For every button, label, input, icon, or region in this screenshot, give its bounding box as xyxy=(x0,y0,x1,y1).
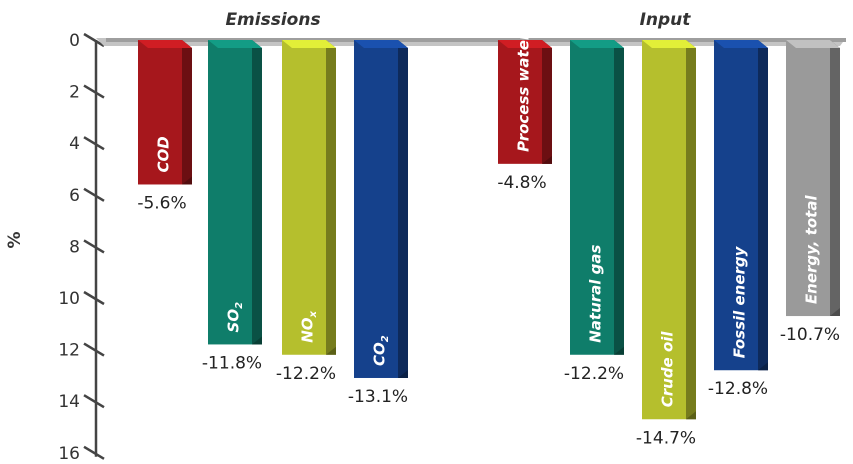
y-tick xyxy=(83,445,105,460)
bar: CO2 -13.1% xyxy=(348,40,408,407)
bar: COD -5.6% xyxy=(137,40,192,213)
bar-side xyxy=(252,40,262,345)
bar-side xyxy=(830,40,840,317)
bar-front xyxy=(786,40,830,317)
value-label: -11.8% xyxy=(202,353,262,373)
bar-side xyxy=(398,40,408,378)
value-label: -10.7% xyxy=(780,325,840,345)
y-tick-label: 10 xyxy=(58,289,80,309)
bar-bottom xyxy=(570,346,624,355)
bar-label: Energy, total xyxy=(803,195,821,305)
bar-side xyxy=(182,40,192,185)
bar: Natural gas -12.2% xyxy=(564,40,624,384)
y-tick-label: 8 xyxy=(69,237,80,257)
y-tick-label: 6 xyxy=(69,186,80,206)
y-tick-label: 16 xyxy=(58,444,80,464)
bar-bottom xyxy=(282,346,336,355)
bar-label: CO2 xyxy=(371,335,392,366)
bar-label-subscript: 2 xyxy=(234,302,245,309)
bar-top xyxy=(498,40,552,48)
bar-front xyxy=(282,40,326,355)
bar-bottom xyxy=(714,362,768,371)
value-label: -12.2% xyxy=(564,364,624,384)
bar-side xyxy=(758,40,768,371)
value-label: -13.1% xyxy=(348,387,408,407)
y-tick xyxy=(83,136,105,151)
bar-top xyxy=(282,40,336,48)
bar-front xyxy=(714,40,758,371)
bar-bottom xyxy=(208,336,262,345)
bar-top xyxy=(714,40,768,48)
value-label: -12.2% xyxy=(276,364,336,384)
value-label: -4.8% xyxy=(497,173,546,193)
group-title: Emissions xyxy=(225,10,320,30)
bar: Process water -4.8% xyxy=(497,31,552,193)
bar-label-subscript: 2 xyxy=(380,335,391,342)
value-label: -14.7% xyxy=(636,428,696,448)
bar-top xyxy=(138,40,192,48)
bar-side xyxy=(614,40,624,355)
bar: Energy, total -10.7% xyxy=(780,40,840,345)
y-tick xyxy=(83,84,105,99)
y-tick-label: 4 xyxy=(69,134,80,154)
bar-top xyxy=(208,40,262,48)
bar: SO2 -11.8% xyxy=(202,40,262,373)
bar: Fossil energy -12.8% xyxy=(708,40,768,399)
bar-bottom xyxy=(498,155,552,164)
bar-front xyxy=(498,40,542,164)
bar-bottom xyxy=(642,411,696,420)
bar-group: Emissions COD -5.6% SO2 -11.8% NOx -12.2% CO2 -1… xyxy=(137,10,408,407)
bar-label: Crude oil xyxy=(659,331,677,408)
value-label: -5.6% xyxy=(137,193,186,213)
y-tick-label: 0 xyxy=(69,31,80,51)
bar-label: SO2 xyxy=(225,302,246,333)
y-tick-label: 14 xyxy=(58,392,80,412)
y-tick xyxy=(83,394,105,409)
bar-top xyxy=(786,40,840,48)
bar-side xyxy=(542,40,552,164)
bar-top xyxy=(354,40,408,48)
y-tick-label: 12 xyxy=(58,341,80,361)
bar-group: Input Process water -4.8% Natural gas -12.2%… xyxy=(497,10,840,448)
bar-front xyxy=(642,40,686,420)
bar-top xyxy=(570,40,624,48)
bar: Crude oil -14.7% xyxy=(636,40,696,448)
bar-front xyxy=(570,40,614,355)
y-tick-label: 2 xyxy=(69,83,80,103)
bar-label: NOx xyxy=(299,310,320,342)
bar-bottom xyxy=(786,308,840,317)
bar-front xyxy=(138,40,182,185)
bar-bottom xyxy=(354,369,408,378)
y-tick xyxy=(83,342,105,357)
bar-bottom xyxy=(138,176,192,185)
bar-label-subscript: x xyxy=(308,310,319,318)
bar-side xyxy=(326,40,336,355)
y-tick xyxy=(83,187,105,202)
y-axis-title: % xyxy=(5,231,25,248)
bar: NOx -12.2% xyxy=(276,40,336,384)
bar-side xyxy=(686,40,696,420)
bar-label: Process water xyxy=(515,31,533,152)
value-label: -12.8% xyxy=(708,379,768,399)
y-tick xyxy=(83,239,105,254)
bar-front xyxy=(208,40,252,345)
y-tick xyxy=(83,290,105,306)
bar-label: Fossil energy xyxy=(731,245,749,358)
bar-front xyxy=(354,40,398,378)
group-title: Input xyxy=(640,10,692,30)
bars: Emissions COD -5.6% SO2 -11.8% NOx -12.2% CO2 -1… xyxy=(137,10,840,448)
y-tick xyxy=(83,32,105,48)
bar-label: COD xyxy=(155,136,173,172)
bar-label: Natural gas xyxy=(587,244,605,342)
bar-top xyxy=(642,40,696,48)
